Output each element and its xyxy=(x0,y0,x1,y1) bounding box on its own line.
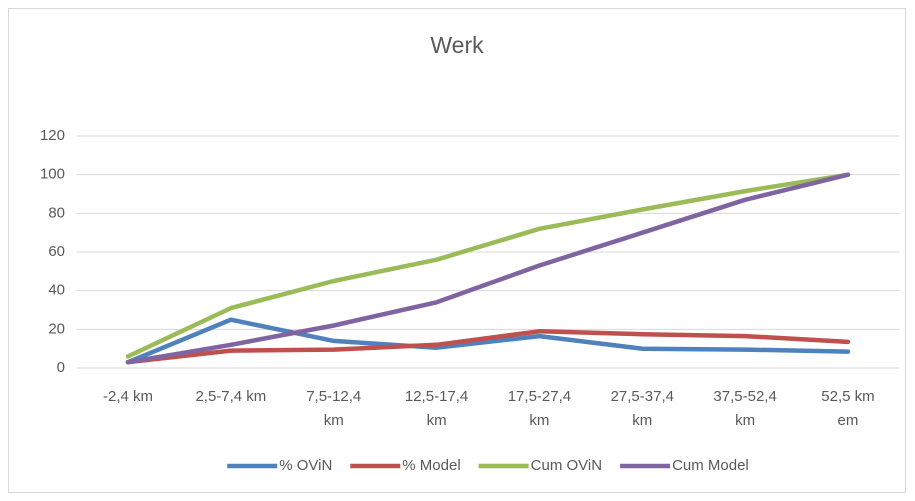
legend-label: % Model xyxy=(402,457,460,474)
legend: % OViN % Model Cum OViN Cum Model xyxy=(227,457,749,474)
y-tick-label: 60 xyxy=(48,243,65,260)
x-tick-label: 27,5-37,4 km xyxy=(611,388,674,429)
y-tick-label: 40 xyxy=(48,282,65,299)
x-tick-label: 37,5-52,4 km xyxy=(713,388,776,429)
legend-label: % OViN xyxy=(279,457,332,474)
x-tick-label: 52,5 km em xyxy=(821,388,874,429)
x-tick-label: 7,5-12,4 km xyxy=(306,388,361,429)
y-tick-label: 0 xyxy=(57,359,65,376)
x-tick-label: -2,4 km xyxy=(103,388,153,405)
x-tick-label: 17,5-27,4 km xyxy=(508,388,571,429)
chart-border xyxy=(8,8,906,493)
y-tick-label: 80 xyxy=(48,204,65,221)
y-tick-label: 100 xyxy=(40,166,65,183)
y-tick-label: 20 xyxy=(48,320,65,337)
line-series xyxy=(125,329,851,365)
x-tick-label: 2,5-7,4 km xyxy=(195,388,266,405)
line-series xyxy=(125,317,851,365)
chart-title: Werk xyxy=(430,32,484,58)
x-tick-label: 12,5-17,4 km xyxy=(405,388,468,429)
line-series xyxy=(125,172,851,359)
line-series xyxy=(125,172,851,365)
y-tick-label: 120 xyxy=(40,127,65,144)
legend-label: Cum OViN xyxy=(531,457,602,474)
legend-label: Cum Model xyxy=(672,457,749,474)
